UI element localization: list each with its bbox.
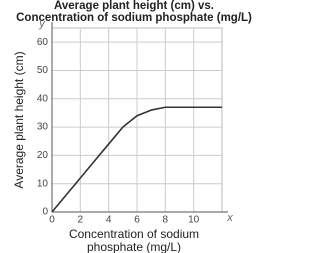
x-tick-label: 10 — [188, 215, 200, 226]
x-tick-label: 2 — [78, 215, 84, 226]
data-line — [51, 106, 222, 213]
x-tick-label: 0 — [49, 215, 55, 226]
chart: Average plant height (cm) vs. Concentrat… — [12, 0, 252, 253]
chart-title: Average plant height (cm) vs. — [54, 0, 214, 12]
y-axis-letter: y — [38, 18, 46, 30]
y-axis-label: Average plant height (cm) — [12, 51, 26, 188]
x-axis-label: Concentration of sodium — [69, 227, 199, 241]
y-tick-label: 0 — [42, 207, 48, 218]
y-tick-label: 30 — [37, 122, 49, 133]
x-tick-label: 4 — [106, 215, 112, 226]
x-axis-letter: x — [226, 212, 233, 224]
y-tick-label: 20 — [37, 150, 49, 161]
x-axis-label: phosphate (mg/L) — [87, 240, 181, 253]
x-tick-label: 8 — [163, 215, 169, 226]
x-tick-label: 6 — [134, 215, 140, 226]
y-tick-label: 60 — [37, 37, 49, 48]
chart-title: Concentration of sodium phosphate (mg/L) — [16, 12, 252, 24]
y-tick-label: 40 — [37, 93, 49, 104]
y-tick-label: 50 — [37, 65, 49, 76]
y-tick-label: 10 — [37, 178, 49, 189]
